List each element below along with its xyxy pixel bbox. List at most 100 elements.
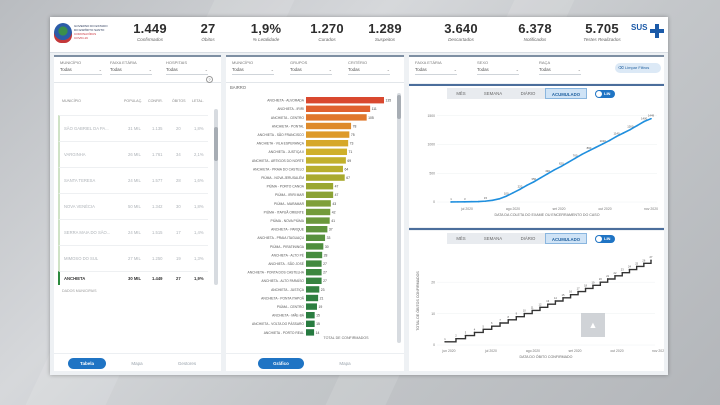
bar-value-label: 27 — [323, 262, 327, 266]
table-scrollbar[interactable] — [214, 109, 218, 285]
tab-semana[interactable]: SEMANA — [475, 88, 511, 99]
scrollbar-thumb[interactable] — [214, 127, 218, 161]
y-tick-label: 20 — [431, 280, 435, 284]
column-header[interactable]: CONFIR. — [148, 99, 163, 103]
x-tick-label: ago 2020 — [526, 349, 540, 353]
filter-criterio[interactable]: CRITÉRIO Todas ⌄ — [348, 60, 390, 80]
mapa-button[interactable]: Mapa — [131, 361, 143, 366]
data-point — [491, 325, 493, 327]
table-row[interactable]: SÃO GABRIEL DA PA... 31 MIL 1.135 20 1,8… — [58, 115, 208, 141]
bar-value-label: 73 — [350, 142, 354, 146]
bar-category-label: PIÚMA - PORTO CANOA — [267, 185, 305, 189]
data-label: 890 — [587, 146, 592, 150]
logo-line: DO ESPÍRITO SANTO — [74, 28, 105, 32]
clear-filters-button[interactable]: ⌫ Limpar Filtros — [615, 63, 661, 73]
clear-filter-icon[interactable]: ? — [206, 76, 213, 83]
bar-value-label: 71 — [349, 150, 353, 154]
bar-value-label: 37 — [329, 228, 333, 232]
kpi-value: 27 — [200, 21, 216, 36]
cell-populacao: 24 MIL — [128, 178, 141, 183]
cell-letalidade: 2,1% — [194, 152, 204, 157]
tab-acumulado[interactable]: ACUMULADO — [545, 88, 587, 99]
column-header[interactable]: MUNICÍPIO — [62, 99, 81, 103]
filter-municipio-mid[interactable]: MUNICÍPIO Todas ⌄ — [232, 60, 274, 80]
filter-municipio[interactable]: MUNICÍPIO Todas ⌄ — [60, 60, 102, 80]
left-view-buttons: Tabela Mapa Gestores — [54, 353, 221, 371]
bar — [306, 200, 331, 207]
filter-label: GRUPOS — [290, 60, 308, 65]
bar — [306, 294, 319, 302]
data-point — [588, 150, 590, 152]
bar — [306, 165, 343, 173]
grafico-button[interactable]: Gráfico — [258, 358, 304, 369]
cell-municipio: NOVA VENÉCIA — [64, 204, 95, 209]
filter-grupos[interactable]: GRUPOS Todas ⌄ — [290, 60, 332, 80]
filter-faixa-etaria[interactable]: FAIXA ETÁRIA Todas ⌄ — [110, 60, 152, 80]
cell-populacao: 27 MIL — [128, 256, 141, 261]
bar — [306, 251, 323, 259]
cell-obitos: 20 — [176, 126, 181, 131]
chevron-down-icon: ⌄ — [204, 67, 208, 72]
data-point — [643, 120, 645, 123]
bar — [306, 191, 334, 198]
table-row[interactable]: MIMOSO DO SUL 27 MIL 1.250 19 1,3% — [58, 245, 208, 271]
tab-semana[interactable]: SEMANA — [475, 233, 511, 244]
column-header[interactable]: ÓBITOS — [172, 99, 186, 103]
cell-letalidade: 1,6% — [194, 178, 204, 183]
tab-mes[interactable]: MÊS — [447, 233, 475, 244]
column-header[interactable]: LETAL. — [192, 99, 204, 103]
gestores-button[interactable]: Gestores — [177, 361, 197, 366]
data-point — [574, 157, 576, 160]
table-row[interactable]: NOVA VENÉCIA 50 MIL 1.342 30 1,8% — [58, 193, 208, 219]
tab-diario[interactable]: DIÁRIO — [511, 233, 545, 244]
x-tick-label: out 2020 — [598, 207, 611, 211]
bar-value-label: 41 — [331, 219, 335, 223]
bar-category-label: ANCHIETA - PORTO REAL — [264, 331, 304, 335]
toggle-label: LIN — [604, 91, 611, 96]
data-point — [601, 143, 604, 145]
filter-value: Todas — [290, 67, 302, 72]
lin-log-toggle[interactable]: LIN — [595, 90, 615, 98]
cell-populacao: 30 MIL — [128, 276, 142, 281]
chevron-down-icon: ⌄ — [328, 67, 332, 72]
filter-value: Todas — [348, 67, 360, 72]
kpi-label: Suspeitos — [374, 37, 396, 42]
lin-log-toggle[interactable]: LIN — [595, 235, 615, 243]
logo-line: GOVERNO DO ESTADO — [74, 24, 108, 28]
data-label: 620 — [559, 161, 564, 165]
bar-category-label: PIÚMA - NOVA JERUSALÉM — [261, 175, 304, 180]
cell-confirmados: 1.515 — [152, 230, 163, 235]
data-label: 8 — [508, 315, 510, 319]
data-point — [519, 188, 521, 191]
scrollbar-thumb[interactable] — [397, 95, 401, 119]
tab-mes[interactable]: MÊS — [447, 88, 475, 99]
bar — [306, 208, 331, 216]
bar — [306, 243, 324, 250]
x-tick-label: nov 2020 — [644, 207, 658, 211]
bar-value-label: 21 — [320, 296, 324, 300]
scroll-up-button[interactable]: ▲ — [581, 313, 605, 337]
bar — [306, 303, 317, 310]
filter-hospitais[interactable]: HOSPITAIS Todas ⌄ — [166, 60, 208, 80]
filter-sexo[interactable]: SEXO Todas ⌄ — [477, 60, 519, 80]
filter-label: CRITÉRIO — [348, 60, 368, 65]
cell-municipio: SERRA MAIA DO SÃO... — [64, 230, 111, 235]
mapa-button[interactable]: Mapa — [339, 361, 351, 366]
tab-acumulado[interactable]: ACUMULADO — [545, 233, 587, 244]
tabela-button[interactable]: Tabela — [68, 358, 106, 369]
data-label: 26 — [642, 258, 645, 262]
table-row[interactable]: SERRA MAIA DO SÃO... 24 MIL 1.515 17 1,4… — [58, 219, 208, 245]
filter-value: Todas — [110, 67, 122, 72]
tab-diario[interactable]: DIÁRIO — [511, 88, 545, 99]
data-label: 13 — [546, 299, 549, 303]
chart-scrollbar[interactable] — [397, 93, 401, 343]
x-tick-label: jul 2020 — [460, 207, 473, 211]
data-label: 23 — [621, 268, 624, 272]
table-row[interactable]: SANTA TERESA 24 MIL 1.577 28 1,6% — [58, 167, 208, 193]
filter-faixa-etaria-right[interactable]: FAIXA ETÁRIA Todas ⌄ — [415, 60, 457, 80]
filter-raca[interactable]: RAÇA Todas ⌄ — [539, 60, 581, 80]
table-row-selected[interactable]: ANCHIETA 30 MIL 1.449 27 1,9% — [58, 271, 208, 285]
table-row[interactable]: VARGINHA 26 MIL 1.761 34 2,1% — [58, 141, 208, 167]
bar-category-label: ANCHIETA - IRIRI — [277, 107, 304, 111]
column-header[interactable]: POPULAÇ. — [124, 99, 143, 103]
